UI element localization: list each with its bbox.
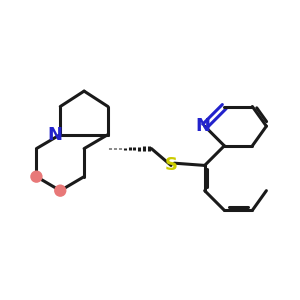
Text: N: N xyxy=(196,117,211,135)
Circle shape xyxy=(54,184,66,197)
Circle shape xyxy=(30,170,43,183)
Text: N: N xyxy=(48,126,63,144)
Text: S: S xyxy=(164,156,178,174)
